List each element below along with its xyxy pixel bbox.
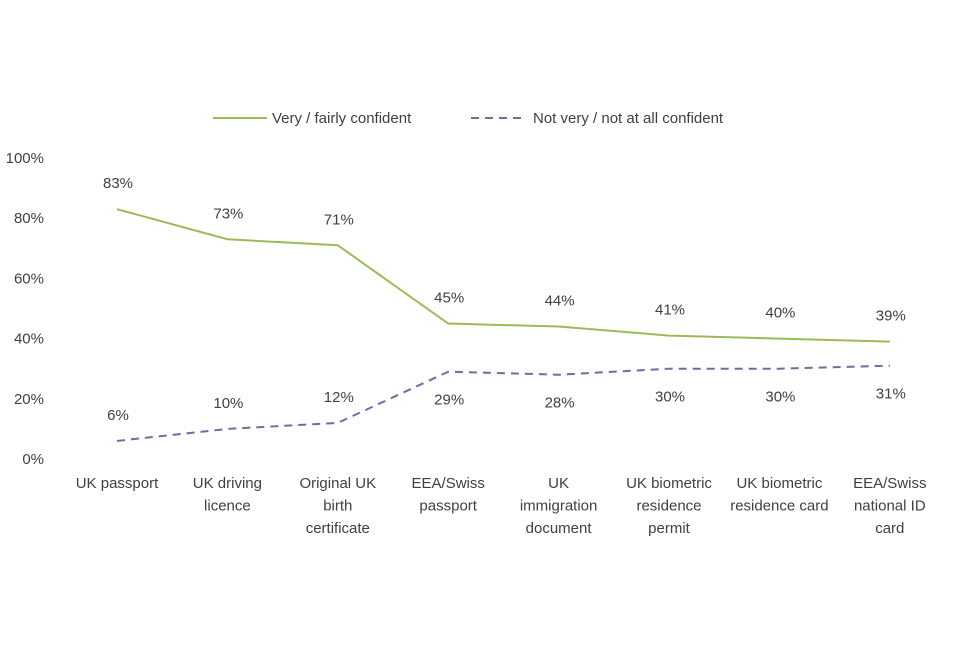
x-tick-label: document	[526, 520, 593, 537]
data-label: 71%	[324, 211, 354, 228]
series-line-0	[116, 208, 890, 343]
x-tick-label: card	[875, 520, 904, 537]
data-label: 30%	[765, 389, 795, 406]
data-label: 6%	[107, 407, 129, 424]
data-label: 83%	[103, 175, 133, 192]
x-tick-label: immigration	[520, 498, 598, 515]
data-label: 10%	[213, 395, 243, 412]
x-tick-label: UK biometric	[626, 475, 712, 492]
x-tick-label: permit	[648, 520, 691, 537]
data-label: 31%	[876, 386, 906, 403]
data-label: 73%	[213, 205, 243, 222]
x-tick-label: residence	[636, 498, 701, 515]
x-tick-label: EEA/Swiss	[412, 475, 485, 492]
y-tick-label: 100%	[6, 150, 44, 167]
x-tick-label: UK passport	[76, 475, 159, 492]
x-tick-label: residence card	[730, 498, 828, 515]
data-label: 12%	[324, 389, 354, 406]
data-label: 30%	[655, 389, 685, 406]
y-tick-label: 40%	[14, 331, 44, 348]
y-tick-label: 0%	[22, 451, 44, 468]
data-label: 28%	[545, 395, 575, 412]
data-label: 44%	[545, 293, 575, 310]
x-tick-label: UK	[548, 475, 569, 492]
legend-label: Not very / not at all confident	[533, 110, 724, 127]
data-label: 40%	[765, 305, 795, 322]
x-tick-label: UK driving	[193, 475, 262, 492]
x-tick-label: Original UK	[299, 475, 376, 492]
x-tick-label: birth	[323, 498, 352, 515]
legend-label: Very / fairly confident	[272, 110, 412, 127]
data-label: 45%	[434, 290, 464, 307]
y-tick-label: 60%	[14, 270, 44, 287]
x-tick-label: EEA/Swiss	[853, 475, 926, 492]
x-tick-label: passport	[419, 498, 477, 515]
data-label: 41%	[655, 302, 685, 319]
x-tick-label: licence	[204, 498, 251, 515]
x-tick-label: UK biometric	[736, 475, 822, 492]
data-label: 39%	[876, 308, 906, 325]
series-line-1	[116, 364, 890, 442]
data-label: 29%	[434, 392, 464, 409]
x-tick-label: certificate	[306, 520, 370, 537]
y-tick-label: 20%	[14, 391, 44, 408]
x-tick-label: national ID	[854, 498, 926, 515]
y-tick-label: 80%	[14, 210, 44, 227]
